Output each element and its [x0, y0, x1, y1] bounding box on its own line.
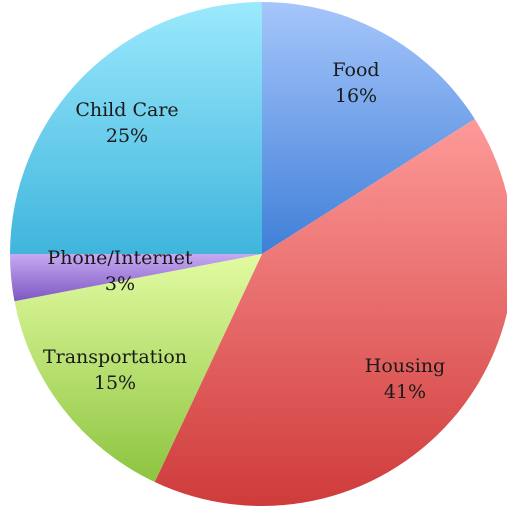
pie-slice-housing [154, 118, 507, 506]
slice-label-transportation: Transportation 15% [43, 346, 187, 394]
slice-label-food: Food 16% [332, 59, 379, 107]
pie-slice-transportation [14, 254, 262, 483]
pie-labels: Food 16% Housing 41% Transportation 15% Phone/… [43, 59, 445, 403]
slice-category-food: Food [332, 59, 379, 81]
slice-percent-transportation: 15% [94, 372, 136, 394]
slice-category-housing: Housing [365, 355, 445, 377]
slice-label-child-care: Child Care 25% [75, 99, 178, 147]
slice-percent-phone-internet: 3% [105, 273, 135, 295]
slice-category-transportation: Transportation [43, 346, 187, 368]
slice-category-child-care: Child Care [75, 99, 178, 121]
pie-slice-phone-internet [9, 254, 262, 302]
slice-percent-child-care: 25% [106, 125, 148, 147]
slice-label-housing: Housing 41% [365, 355, 445, 403]
slice-label-phone-internet: Phone/Internet 3% [47, 247, 193, 295]
slice-category-phone-internet: Phone/Internet [47, 247, 193, 269]
pie-slice-food [262, 2, 475, 254]
slice-percent-food: 16% [335, 85, 377, 107]
pie-slices [9, 2, 507, 506]
slice-percent-housing: 41% [384, 381, 426, 403]
pie-slice-child-care [10, 2, 262, 254]
